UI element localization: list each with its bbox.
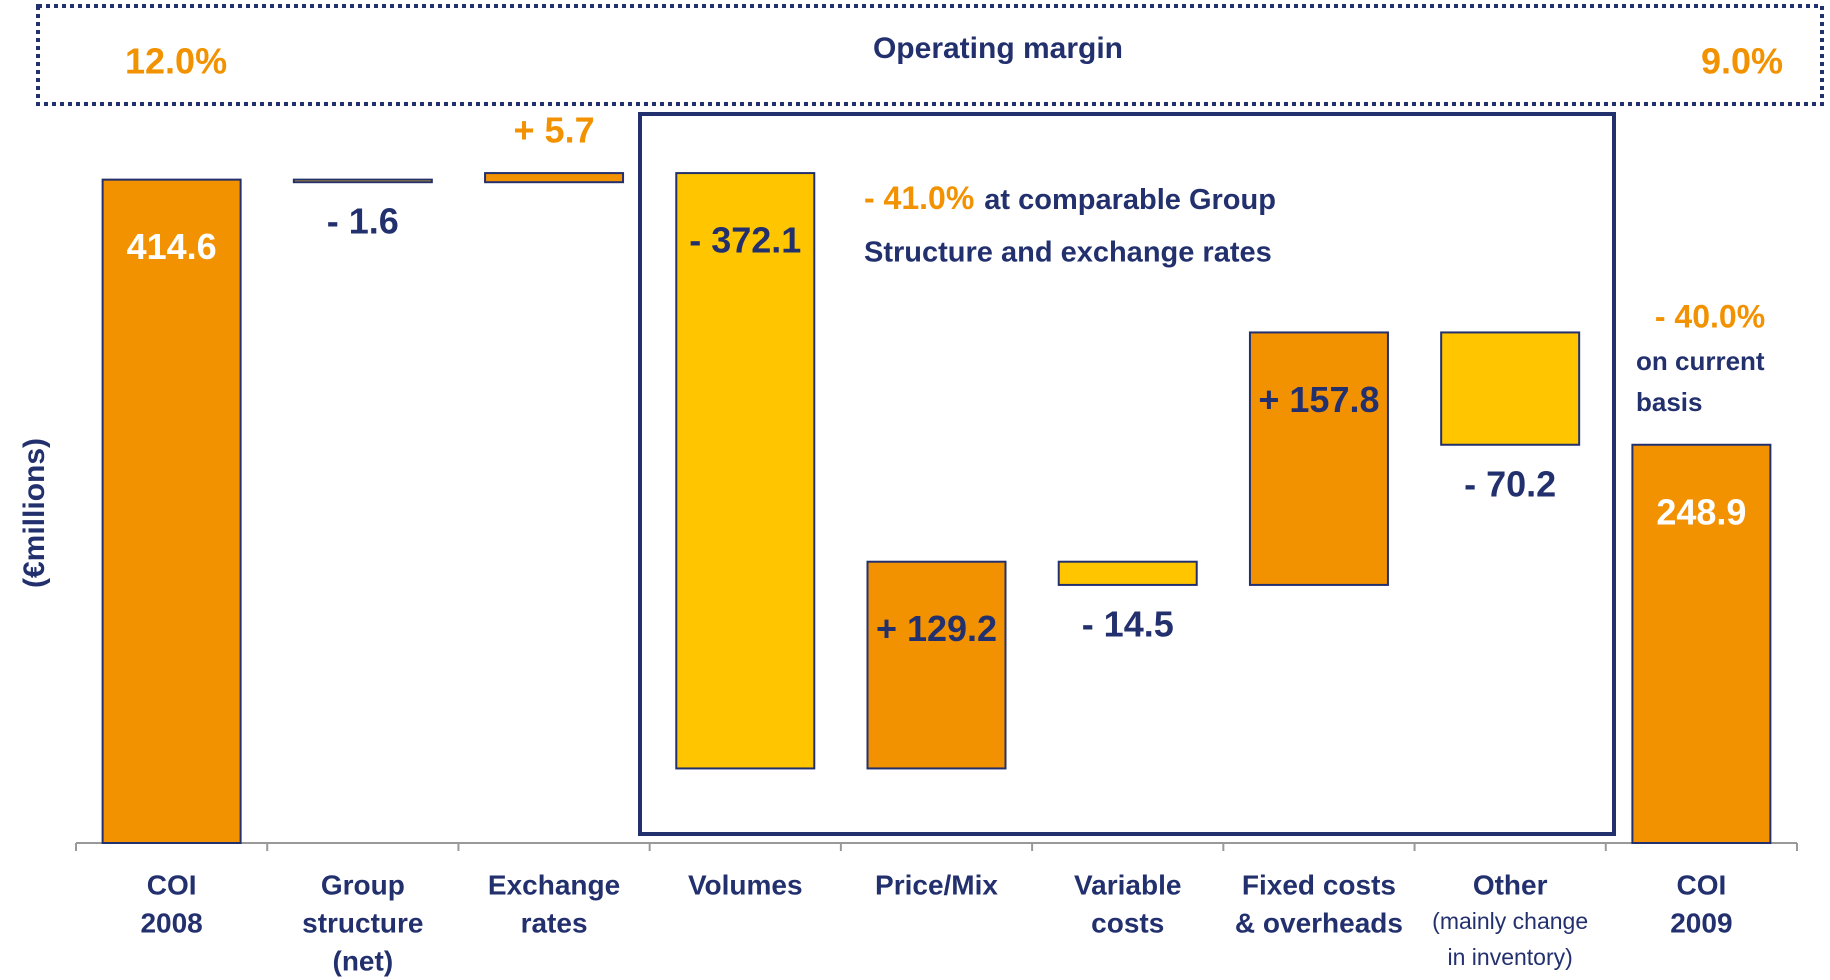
value-label: - 1.6 [327,201,399,242]
x-tick-label: Volumes [688,869,803,900]
margin-end: 9.0% [1701,41,1783,82]
x-tick-label: 2009 [1670,907,1732,938]
x-tick-label: COI [1676,869,1726,900]
x-tick-label: costs [1091,907,1164,938]
comparable-text: Structure and exchange rates [864,237,1272,269]
margin-start: 12.0% [125,41,227,82]
x-tick-label: structure [302,907,423,938]
current-value: - 40.0% [1655,298,1765,334]
value-label: + 129.2 [876,608,997,649]
bar [1057,560,1198,586]
bar [675,172,816,770]
bar [1248,331,1389,586]
y-axis-label: (€millions) [18,438,51,588]
comparable-note: - 41.0% at comparable Group [864,180,1276,216]
x-tick-label: 2008 [140,907,202,938]
value-label: + 157.8 [1258,379,1379,420]
x-tick-label: Fixed costs [1242,869,1396,900]
x-tick-label: Exchange [488,869,620,900]
value-label: 414.6 [127,226,217,267]
value-label: + 5.7 [514,110,595,151]
bar [292,178,433,184]
bar [866,560,1007,770]
x-tick-label: Price/Mix [875,869,998,900]
x-tick-label: Variable [1074,869,1181,900]
margin-title: Operating margin [873,32,1123,65]
x-tick-label: COI [147,869,197,900]
current-text: on current [1636,346,1765,376]
x-tick-note: (mainly change [1432,908,1588,934]
bar [1440,331,1581,446]
comparable-value: - 41.0% [864,180,974,216]
x-tick-label: & overheads [1235,907,1403,938]
value-label: - 14.5 [1082,603,1174,644]
x-tick-label: (net) [333,945,394,976]
x-tick-note: in inventory) [1448,944,1573,970]
comparable-text: at comparable Group [984,184,1276,216]
bar [1631,443,1772,844]
value-label: - 372.1 [689,220,801,261]
x-tick-label: Other [1473,869,1548,900]
x-tick-label: Group [321,869,405,900]
bar [101,178,242,844]
comparable-box [638,112,1616,836]
bar [484,172,625,184]
value-label: 248.9 [1656,491,1746,532]
value-label: - 70.2 [1464,463,1556,504]
margin-box [36,4,1824,106]
x-tick-label: rates [521,907,588,938]
current-text: basis [1636,387,1703,417]
